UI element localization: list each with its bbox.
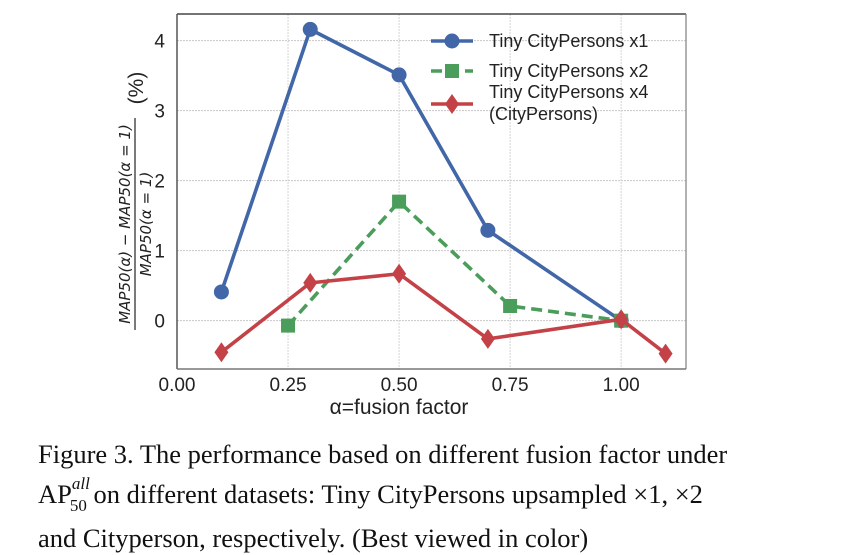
x-tick-label: 0.25	[270, 375, 307, 396]
data-point-circle	[391, 67, 407, 83]
tick-labels: 0 1 2 3 4 0.00 0.25 0.50 0.75 1.00	[154, 32, 639, 396]
caption-line-2: APall 50 on different datasets: Tiny City…	[38, 471, 828, 521]
y-tick-label: 4	[154, 32, 165, 53]
ap-subscript: 50	[69, 496, 87, 516]
legend-entry-1: Tiny CityPersons x1	[431, 31, 648, 51]
y-tick-label: 3	[154, 102, 165, 123]
x-tick-label: 1.00	[603, 375, 640, 396]
x-axis-label: α=fusion factor	[330, 396, 469, 419]
data-point-diamond	[658, 343, 673, 364]
y-axis-label-denominator: MAP50(α = 1)	[137, 172, 155, 277]
caption-line-2-text: on different datasets: Tiny CityPersons …	[86, 478, 703, 509]
data-point-diamond	[303, 272, 318, 293]
data-point-circle	[213, 284, 229, 300]
caption-line-1: Figure 3. The performance based on diffe…	[38, 439, 728, 469]
legend-label: Tiny CityPersons x4	[489, 82, 648, 102]
legend-marker-square	[445, 64, 459, 78]
legend-marker-circle	[444, 33, 460, 49]
ap-base: AP	[38, 478, 72, 509]
data-point-diamond	[480, 328, 495, 349]
legend-label: Tiny CityPersons x1	[489, 31, 648, 51]
y-axis-label-numerator: MAP50(α) − MAP50(α = 1)	[116, 124, 134, 324]
legend-entry-3: Tiny CityPersons x4(CityPersons)	[431, 82, 648, 124]
y-axis-label-unit: (%)	[125, 72, 148, 105]
data-point-square	[503, 298, 518, 313]
plot-frame	[176, 13, 687, 370]
series-3	[214, 263, 673, 364]
plot-background	[177, 14, 686, 369]
y-axis-label: MAP50(α) − MAP50(α = 1) MAP50(α = 1) (%)	[116, 72, 155, 330]
ap-superscript: all	[71, 474, 90, 493]
x-tick-label: 0.50	[381, 375, 418, 396]
data-point-diamond	[614, 309, 629, 330]
series-line	[286, 199, 622, 327]
caption-line-3: and Cityperson, respectively. (Best view…	[38, 523, 589, 554]
legend-label: Tiny CityPersons x2	[489, 61, 648, 81]
legend-entry-2: Tiny CityPersons x2	[431, 61, 648, 81]
data-point-circle	[480, 222, 496, 238]
grid	[177, 14, 686, 369]
data-point-circle	[302, 21, 318, 37]
data-point-diamond	[214, 342, 229, 363]
fusion-factor-chart: 0 1 2 3 4 0.00 0.25 0.50 0.75 1.00 α=fusion facto…	[116, 13, 687, 419]
y-tick-label: 1	[154, 242, 165, 263]
series-layer	[213, 21, 673, 364]
y-tick-label: 0	[154, 312, 165, 333]
figure-caption: Figure 3. The performance based on diffe…	[38, 437, 828, 555]
x-tick-label: 0.75	[492, 375, 529, 396]
legend-label: (CityPersons)	[489, 104, 598, 124]
data-point-square	[281, 318, 296, 333]
x-tick-label: 0.00	[159, 375, 196, 396]
ap-symbol: APall 50	[38, 474, 107, 515]
data-point-square	[392, 194, 407, 209]
legend-marker-diamond	[445, 94, 459, 114]
data-point-diamond	[392, 263, 407, 284]
series-line	[220, 271, 667, 356]
y-tick-label: 2	[154, 172, 165, 193]
legend: Tiny CityPersons x1 Tiny CityPersons x2Ti…	[431, 31, 648, 124]
